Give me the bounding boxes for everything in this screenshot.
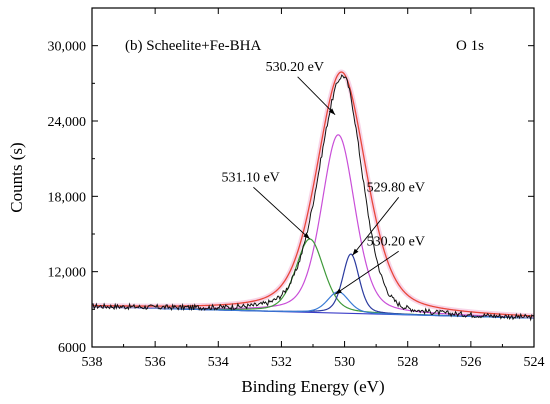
x-tick-label-0: 538 <box>82 355 103 370</box>
panel-label: (b) Scheelite+Fe-BHA <box>125 38 262 54</box>
region-label: O 1s <box>456 38 484 54</box>
y-tick-label-3: 24,000 <box>48 115 87 130</box>
peak-annotations: 530.20 eV 531.10 eV 529.80 eV 530.20 eV <box>221 60 425 295</box>
x-tick-label-2: 534 <box>208 355 229 370</box>
x-tick-label-6: 526 <box>460 355 481 370</box>
x-tick-label-5: 528 <box>397 355 418 370</box>
measured-spectrum <box>91 74 535 322</box>
axes: 538 536 534 532 530 528 526 524 6000 12,000 18,000… <box>48 8 545 370</box>
peak-arrowhead-0 <box>328 108 336 115</box>
y-axis-title: Counts (s) <box>7 142 26 212</box>
peak-arrowhead-1 <box>303 232 310 240</box>
y-tick-label-2: 18,000 <box>48 190 87 205</box>
peak-label-2: 529.80 eV <box>367 180 425 195</box>
peak-arrow-2 <box>352 197 400 256</box>
y-tick-label-0: 6000 <box>58 341 86 356</box>
plot-area <box>91 69 535 322</box>
y-tick-label-1: 12,000 <box>48 266 87 281</box>
x-tick-label-3: 532 <box>271 355 292 370</box>
peak-arrowhead-2 <box>352 248 359 256</box>
peak-label-3: 530.20 eV <box>367 234 425 249</box>
y-tick-label-4: 30,000 <box>48 40 87 55</box>
x-tick-label-7: 524 <box>524 355 545 370</box>
peak-label-0: 530.20 eV <box>266 60 324 75</box>
peak-arrow-3 <box>334 250 399 295</box>
x-tick-label-4: 530 <box>334 355 355 370</box>
peak-arrow-0 <box>297 76 336 116</box>
peak-arrowhead-3 <box>335 288 342 295</box>
peak-label-1: 531.10 eV <box>221 170 279 185</box>
x-tick-label-1: 536 <box>145 355 166 370</box>
peak-arrow-1 <box>253 186 311 240</box>
component-peak-3 <box>91 291 535 319</box>
x-axis-title: Binding Energy (eV) <box>241 377 384 396</box>
